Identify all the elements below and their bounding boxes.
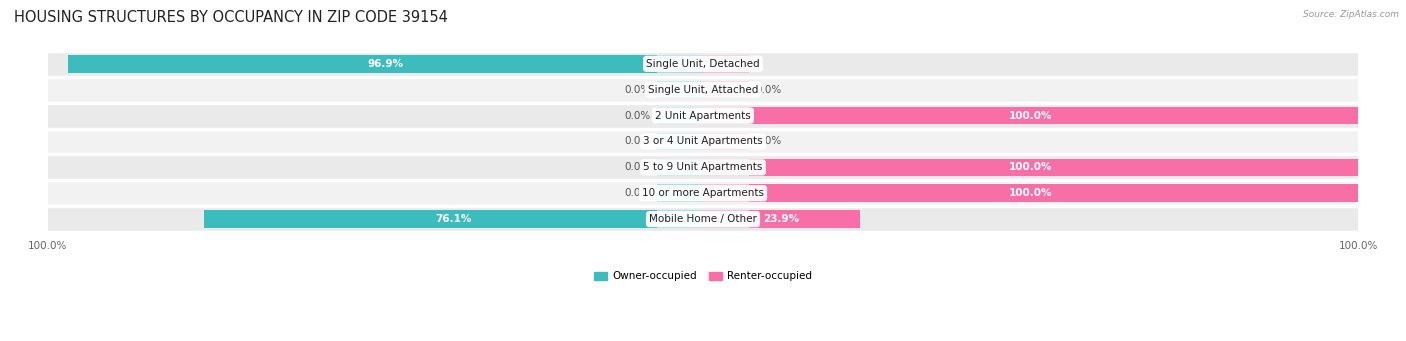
Text: Single Unit, Attached: Single Unit, Attached xyxy=(648,85,758,95)
Text: 2 Unit Apartments: 2 Unit Apartments xyxy=(655,110,751,121)
Bar xyxy=(48,51,1358,77)
Bar xyxy=(204,210,703,228)
Text: 0.0%: 0.0% xyxy=(624,110,651,121)
Text: 3 or 4 Unit Apartments: 3 or 4 Unit Apartments xyxy=(643,136,763,146)
Bar xyxy=(657,55,703,73)
Text: 10 or more Apartments: 10 or more Apartments xyxy=(643,188,763,198)
Bar xyxy=(657,107,703,124)
Bar xyxy=(703,81,749,99)
Bar xyxy=(48,154,1358,180)
Text: 100.0%: 100.0% xyxy=(1010,188,1052,198)
Text: 0.0%: 0.0% xyxy=(624,85,651,95)
Text: 0.0%: 0.0% xyxy=(624,136,651,146)
Text: 76.1%: 76.1% xyxy=(436,214,472,224)
Bar xyxy=(703,107,1358,124)
Text: 96.9%: 96.9% xyxy=(367,59,404,69)
Bar xyxy=(657,133,703,150)
Text: 5 to 9 Unit Apartments: 5 to 9 Unit Apartments xyxy=(644,162,762,172)
Bar xyxy=(657,210,703,228)
Text: 0.0%: 0.0% xyxy=(755,136,782,146)
Bar xyxy=(703,159,1358,176)
Bar xyxy=(48,77,1358,103)
Bar xyxy=(703,133,749,150)
Bar xyxy=(657,184,703,202)
Text: 0.0%: 0.0% xyxy=(624,162,651,172)
Bar xyxy=(703,55,749,73)
Bar xyxy=(703,184,1358,202)
Bar xyxy=(703,210,749,228)
Bar xyxy=(48,129,1358,154)
Text: Single Unit, Detached: Single Unit, Detached xyxy=(647,59,759,69)
Bar xyxy=(48,206,1358,232)
Text: 100.0%: 100.0% xyxy=(1010,162,1052,172)
Bar xyxy=(657,159,703,176)
Text: Mobile Home / Other: Mobile Home / Other xyxy=(650,214,756,224)
Bar xyxy=(703,55,723,73)
Legend: Owner-occupied, Renter-occupied: Owner-occupied, Renter-occupied xyxy=(591,267,815,286)
Bar xyxy=(703,184,749,202)
Bar xyxy=(703,107,749,124)
Bar xyxy=(703,159,749,176)
Text: 0.0%: 0.0% xyxy=(755,85,782,95)
Text: 3.1%: 3.1% xyxy=(733,59,759,69)
Bar xyxy=(657,81,703,99)
Text: 0.0%: 0.0% xyxy=(624,188,651,198)
Bar xyxy=(67,55,703,73)
Text: 100.0%: 100.0% xyxy=(1010,110,1052,121)
Bar xyxy=(48,180,1358,206)
Text: Source: ZipAtlas.com: Source: ZipAtlas.com xyxy=(1303,10,1399,19)
Bar xyxy=(48,103,1358,129)
Text: 23.9%: 23.9% xyxy=(763,214,800,224)
Bar xyxy=(703,210,859,228)
Text: HOUSING STRUCTURES BY OCCUPANCY IN ZIP CODE 39154: HOUSING STRUCTURES BY OCCUPANCY IN ZIP C… xyxy=(14,10,449,25)
